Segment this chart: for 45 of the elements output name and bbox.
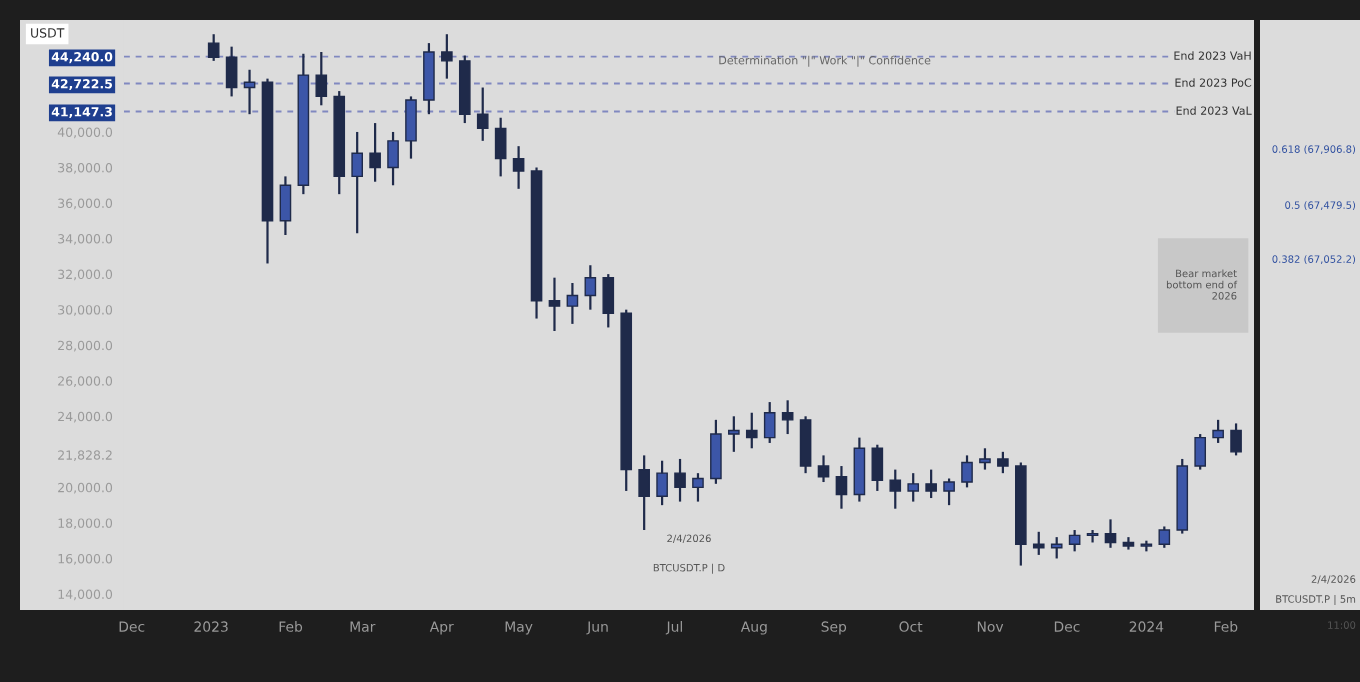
candlestick [1230, 422, 1242, 457]
candlestick [207, 33, 220, 62]
candlestick [835, 464, 848, 510]
candlestick [943, 477, 955, 507]
candlestick [1068, 528, 1081, 553]
candlestick [476, 86, 489, 142]
candlestick [907, 472, 920, 503]
candlestick [566, 281, 579, 325]
candlestick [1104, 518, 1117, 549]
candlestick [387, 130, 399, 187]
candlestick [315, 50, 328, 107]
candlestick [763, 400, 776, 445]
candlestick [405, 95, 417, 160]
candlestick [512, 145, 525, 190]
candlestick [745, 411, 758, 450]
candlestick [548, 276, 561, 333]
candlestick [656, 459, 668, 507]
candlestick [799, 415, 812, 475]
candlestick [997, 450, 1009, 475]
candlestick [871, 443, 884, 493]
candlestick [584, 264, 597, 311]
candlestick [961, 454, 973, 489]
candlestick [369, 121, 381, 183]
candlestick [279, 175, 292, 237]
candlestick [889, 468, 902, 510]
candlestick [728, 415, 740, 453]
candlestick [925, 468, 937, 500]
candlestick [441, 33, 453, 80]
candlestick [692, 472, 704, 503]
candlestick [225, 45, 238, 98]
candlestick [1158, 525, 1171, 549]
candlestick [1086, 528, 1099, 544]
candlestick [781, 399, 794, 436]
candlestick [853, 436, 866, 503]
candlestick [1212, 418, 1224, 445]
candlestick [638, 454, 650, 532]
candlestick [423, 41, 435, 116]
candlestick [674, 457, 686, 503]
candlestick [1194, 432, 1207, 471]
candlestick [817, 454, 830, 484]
candlestick [494, 116, 507, 178]
candlestick [602, 273, 615, 329]
candlestick [979, 447, 991, 471]
candlestick [351, 130, 363, 235]
candlestick [710, 418, 722, 485]
